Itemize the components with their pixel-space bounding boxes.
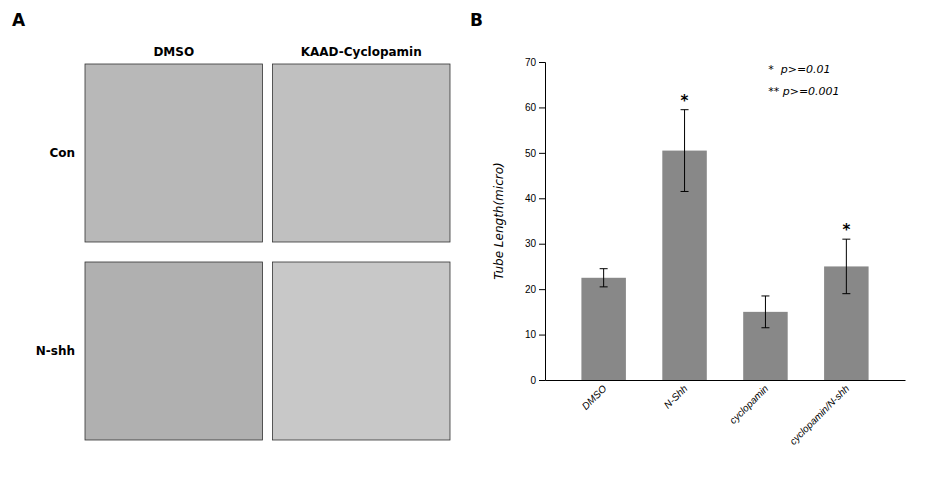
image-tile <box>85 64 263 242</box>
tick: 20 <box>525 284 545 295</box>
tick-label: DMSO <box>580 383 609 412</box>
error-cap <box>842 293 850 294</box>
tick-mark <box>539 153 545 154</box>
y-axis: 0 10 20 30 40 50 60 70 <box>525 57 546 386</box>
tick: cyclopamin <box>727 380 770 426</box>
image-panel: A DMSO KAAD-Cyclopamin Con N-shh <box>12 10 450 440</box>
tick-mark <box>539 380 545 381</box>
tick-label: 50 <box>525 148 537 159</box>
error-bar <box>761 296 769 328</box>
bar-panel: B 0 10 20 30 40 50 60 70 DMSO N-Shh cyclopamin cyclo… <box>470 10 906 447</box>
axis-line <box>539 63 546 381</box>
tick: 60 <box>525 102 545 113</box>
tick: 30 <box>525 238 545 249</box>
tick-label: 40 <box>525 193 537 204</box>
error-line <box>846 239 847 294</box>
tick: DMSO <box>580 380 609 412</box>
tick: 70 <box>525 57 545 68</box>
row-label: Con <box>49 146 75 160</box>
error-line <box>765 296 766 328</box>
panel-label: B <box>470 10 483 30</box>
column-label: KAAD-Cyclopamin <box>301 45 422 59</box>
image-tile <box>273 64 451 242</box>
tick-label: cyclopamin/N-shh <box>787 383 851 447</box>
tick-mark <box>539 335 545 336</box>
tick: N-Shh <box>662 380 690 411</box>
row-label: N-shh <box>36 344 75 358</box>
tick: 10 <box>525 329 545 340</box>
tick-label: cyclopamin <box>727 383 770 426</box>
error-cap <box>761 295 769 296</box>
tick-mark <box>539 62 545 63</box>
tick-mark <box>539 289 545 290</box>
error-cap <box>761 327 769 328</box>
error-bar <box>600 269 608 287</box>
tick: cyclopamin/N-shh <box>787 380 851 447</box>
error-bar <box>681 110 689 192</box>
tick-mark <box>539 244 545 245</box>
panel-label: A <box>12 10 26 30</box>
bar-label: * <box>842 221 850 239</box>
error-line <box>603 269 604 287</box>
tick: 50 <box>525 148 545 159</box>
axis-title: Tube Length(micro) <box>492 162 506 279</box>
tick-label: 60 <box>525 102 537 113</box>
tick: 0 <box>530 375 545 386</box>
image-tile <box>273 262 451 440</box>
tick-label: 70 <box>525 57 537 68</box>
image-tile <box>85 262 263 440</box>
annotation: * p>=0.01 <box>768 63 830 76</box>
error-line <box>684 110 685 192</box>
tick-label: 10 <box>525 329 537 340</box>
axis-line <box>546 380 906 381</box>
tick-label: 30 <box>525 238 537 249</box>
tick-label: 0 <box>530 375 536 386</box>
bar <box>581 278 625 380</box>
figure: A DMSO KAAD-Cyclopamin Con N-shh B 0 10 20 30 40 50… <box>0 0 928 487</box>
tick-mark <box>539 107 545 108</box>
tick: 40 <box>525 193 545 204</box>
tick-label: N-Shh <box>662 383 690 411</box>
bar-label: * <box>681 92 689 110</box>
tick-mark <box>539 198 545 199</box>
x-axis: DMSO N-Shh cyclopamin cyclopamin/N-shh <box>546 380 906 447</box>
error-cap <box>681 191 689 192</box>
plot-area <box>581 110 868 380</box>
column-label: DMSO <box>153 45 194 59</box>
error-cap <box>600 286 608 287</box>
error-cap <box>600 268 608 269</box>
annotation: ** p>=0.001 <box>768 85 839 98</box>
error-bar <box>842 239 850 294</box>
tick-label: 20 <box>525 284 537 295</box>
